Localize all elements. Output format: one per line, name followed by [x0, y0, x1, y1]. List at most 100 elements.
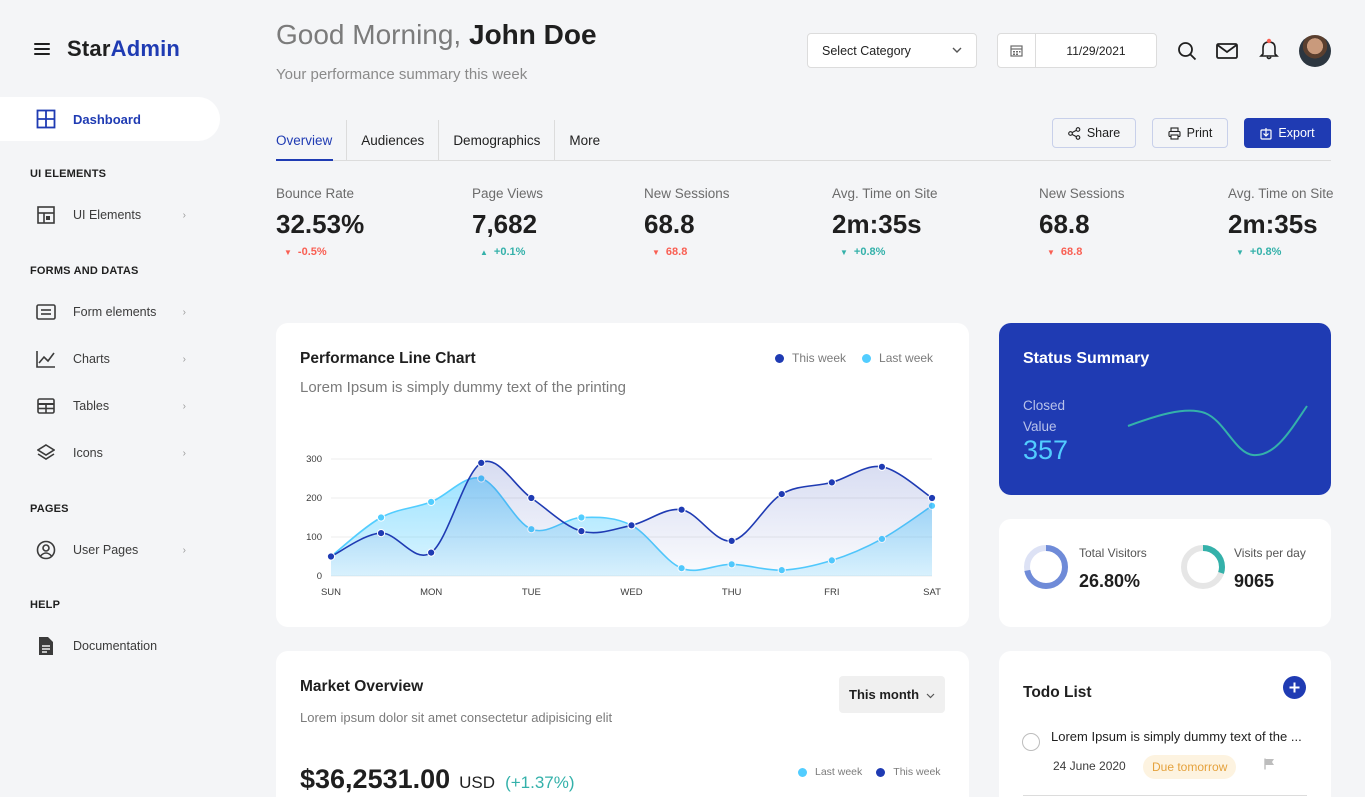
stat-delta: ▼ -0.5% [276, 246, 364, 258]
brand-logo[interactable]: StarAdmin [67, 36, 180, 62]
market-overview-card: Market Overview Lorem ipsum dolor sit am… [276, 651, 969, 797]
export-button[interactable]: Export [1244, 118, 1331, 148]
stat-bounce-rate: Bounce Rate 32.53% ▼ -0.5% [276, 186, 364, 258]
sidebar-item-documentation[interactable]: Documentation [36, 634, 186, 658]
legend-dot-this-week [775, 353, 784, 363]
chevron-right-icon: › [182, 544, 186, 556]
user-name: John Doe [469, 19, 597, 50]
form-icon [36, 302, 56, 322]
arrow-down-icon: ▼ [284, 247, 292, 257]
layers-icon [36, 443, 56, 463]
data-point [376, 513, 386, 522]
tab-demographics[interactable]: Demographics [439, 120, 556, 160]
stat-title: Avg. Time on Site [832, 186, 938, 201]
section-help: HELP [30, 599, 61, 611]
sidebar-item-icons[interactable]: Icons › [36, 441, 186, 465]
sidebar-item-ui-elements[interactable]: UI Elements › [36, 203, 186, 227]
brand-part2: Admin [110, 36, 181, 61]
tab-bar: Overview Audiences Demographics More [276, 120, 614, 160]
data-point [577, 513, 586, 522]
chevron-right-icon: › [182, 353, 186, 365]
arrow-down-icon: ▼ [840, 247, 848, 257]
market-amount-row: $36,2531.00 USD (+1.37%) [300, 764, 575, 795]
stat-value: 32.53% [276, 209, 365, 239]
menu-toggle-icon[interactable] [34, 43, 50, 55]
sidebar-item-form-elements[interactable]: Form elements › [36, 300, 186, 324]
chevron-right-icon: › [182, 447, 186, 459]
market-change: (+1.37%) [505, 773, 575, 792]
arrow-down-icon: ▼ [1047, 247, 1055, 257]
market-amount: $36,2531.00 [300, 764, 451, 794]
date-input[interactable]: 11/29/2021 [1066, 43, 1126, 58]
stat-delta: ▼ 68.8 [1039, 246, 1125, 258]
category-select[interactable]: Select Category [807, 33, 977, 68]
stat-delta-value: -0.5% [297, 246, 327, 258]
legend-label-this-week: This week [893, 766, 941, 778]
x-tick-label: TUE [522, 587, 541, 598]
grid-icon [36, 109, 56, 129]
flag-icon[interactable] [1264, 757, 1275, 775]
tab-audiences[interactable]: Audiences [347, 120, 440, 160]
data-point [827, 478, 836, 487]
sidebar-item-tables[interactable]: Tables › [36, 394, 186, 418]
sidebar-item-charts[interactable]: Charts › [36, 347, 186, 371]
chevron-right-icon: › [182, 306, 186, 318]
search-icon[interactable] [1176, 40, 1198, 62]
bell-icon[interactable] [1258, 38, 1280, 60]
avatar[interactable] [1299, 35, 1331, 67]
stat-delta: ▼ +0.8% [1228, 246, 1334, 258]
total-visitors-donut [1024, 545, 1068, 589]
stat-value: 68.8 [1039, 209, 1090, 239]
x-tick-label: FRI [824, 587, 839, 598]
stat-delta-value: +0.8% [1249, 246, 1282, 258]
market-subtitle: Lorem ipsum dolor sit amet consectetur a… [300, 710, 613, 725]
period-dropdown[interactable]: This month [839, 676, 945, 713]
sidebar-item-dashboard[interactable]: Dashboard [0, 97, 220, 141]
todo-item-text: Lorem Ipsum is simply dummy text of the … [1051, 729, 1302, 744]
share-label: Share [1086, 126, 1121, 140]
add-todo-button[interactable] [1283, 676, 1306, 699]
legend-dot-this-week [876, 767, 886, 777]
visits-per-day-value: 9065 [1234, 571, 1275, 591]
stat-delta-value: 68.8 [665, 246, 688, 258]
status-label-value: Value [1023, 419, 1057, 434]
market-title: Market Overview [300, 678, 424, 695]
stat-delta-value: 68.8 [1060, 246, 1083, 258]
tab-overview[interactable]: Overview [276, 120, 348, 160]
series-area-this-week [331, 461, 932, 576]
sidebar-item-user-pages[interactable]: User Pages › [36, 538, 186, 562]
total-visitors-label: Total Visitors [1079, 546, 1147, 560]
legend-label-this-week: This week [792, 351, 847, 365]
mail-icon[interactable] [1216, 40, 1238, 62]
share-icon [1067, 126, 1081, 140]
table-icon [36, 396, 56, 416]
export-icon [1260, 127, 1273, 140]
todo-card: Todo List Lorem Ipsum is simply dummy te… [999, 651, 1331, 797]
tab-more[interactable]: More [569, 132, 601, 148]
market-legend: Last week This week [798, 766, 941, 778]
stat-value: 7,682 [472, 209, 538, 239]
market-currency: USD [459, 773, 496, 792]
data-point [427, 548, 436, 557]
stat-delta-value: +0.1% [493, 246, 526, 258]
calendar-icon[interactable] [998, 34, 1036, 67]
x-tick-label: SUN [321, 587, 341, 598]
todo-checkbox[interactable] [1022, 733, 1040, 751]
arrow-down-icon: ▼ [652, 247, 660, 257]
printer-icon [1168, 126, 1181, 140]
legend-dot-last-week [862, 353, 872, 363]
date-picker[interactable]: 11/29/2021 [997, 33, 1157, 68]
category-select-value: Select Category [822, 43, 911, 58]
legend-dot-last-week [798, 767, 807, 777]
share-button[interactable]: Share [1052, 118, 1136, 148]
print-button[interactable]: Print [1152, 118, 1228, 148]
data-point [477, 458, 486, 467]
stat-delta: ▼ 68.8 [644, 246, 730, 258]
stat-title: New Sessions [1039, 186, 1125, 201]
todo-due-badge: Due tomorrow [1143, 755, 1237, 779]
sidebar-item-label: User Pages [73, 543, 139, 557]
status-summary-card: Status Summary Closed Value 357 [999, 323, 1331, 495]
export-label: Export [1278, 126, 1315, 140]
brand-part1: Star [67, 36, 111, 61]
chevron-right-icon: › [182, 209, 186, 221]
